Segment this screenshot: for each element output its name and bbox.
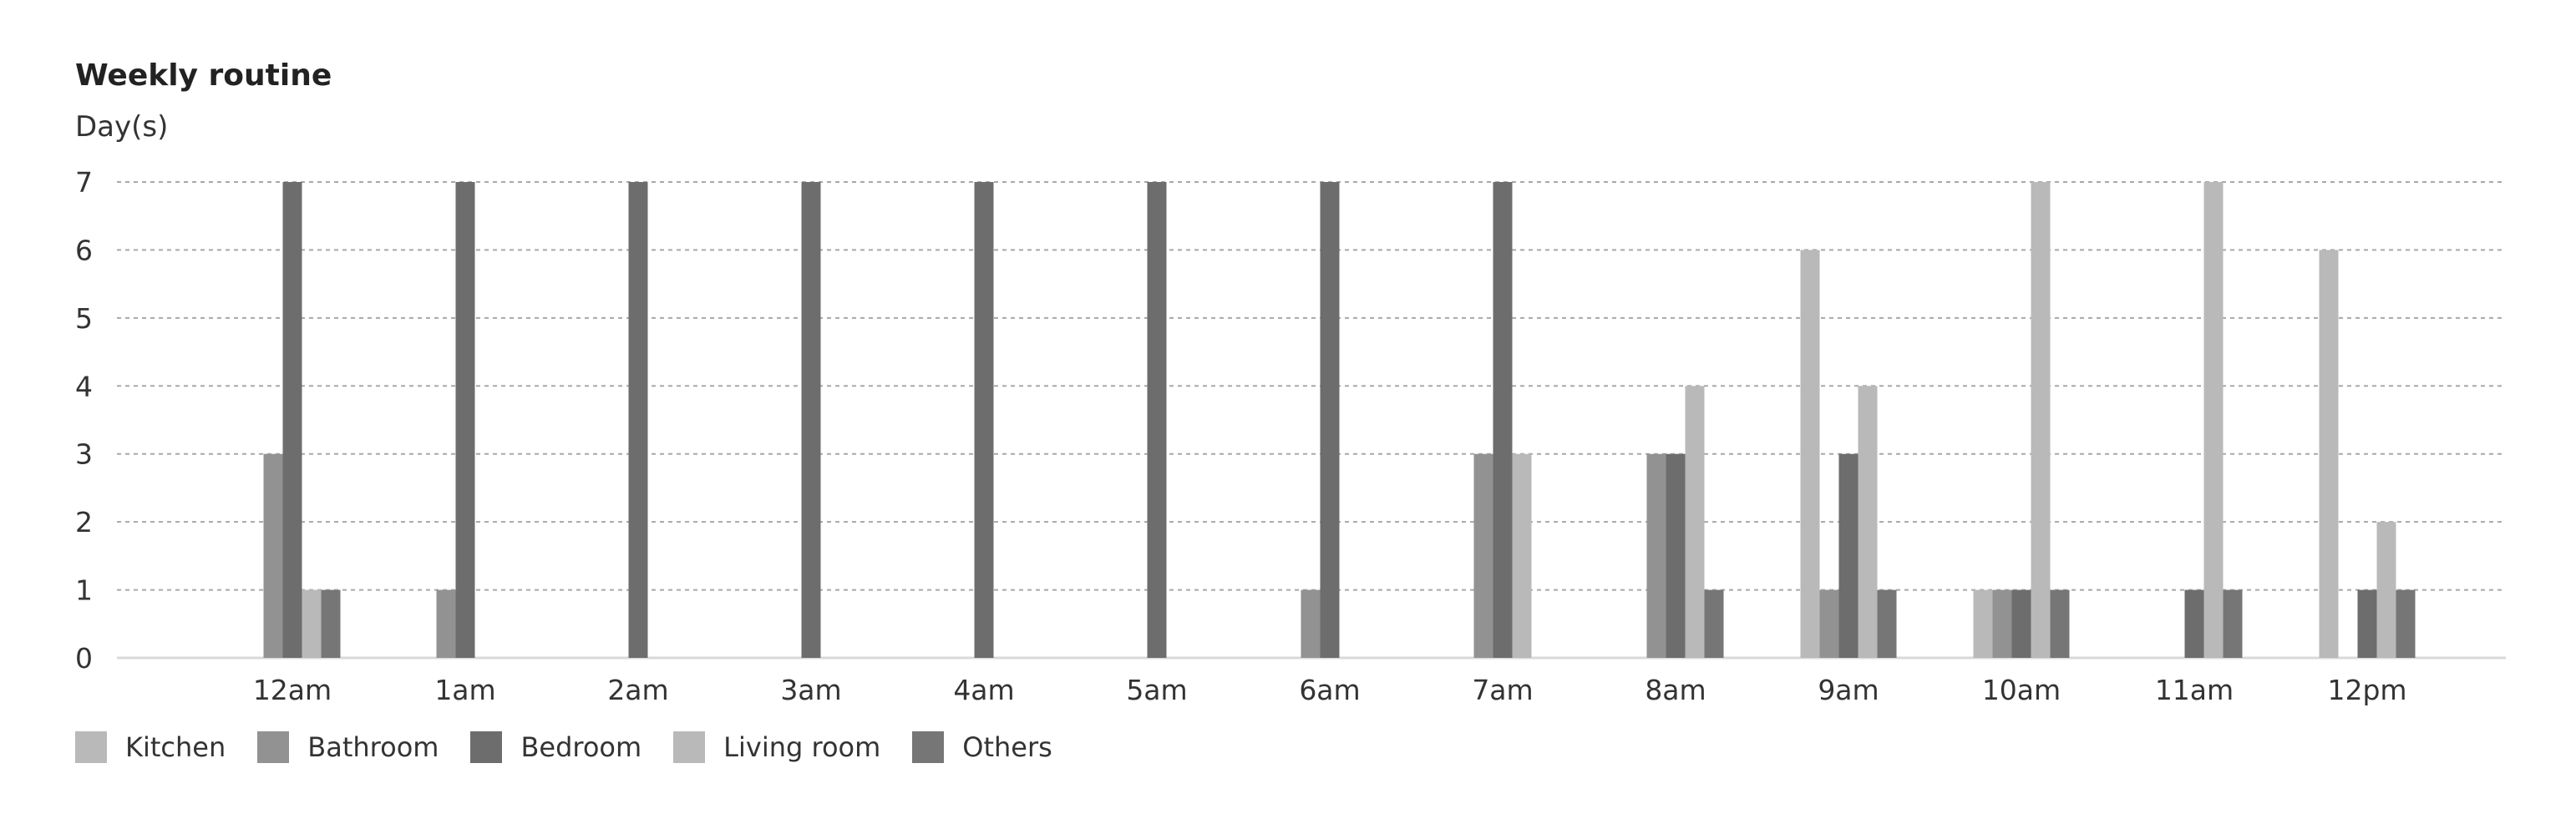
y-tick-label: 7 [75,166,93,199]
x-tick-label: 7am [1472,674,1533,706]
bar-bedroom-6am [1320,182,1340,658]
bar-living-room-10am [2031,182,2051,658]
legend-label: Kitchen [125,731,226,763]
bar-bedroom-12pm [2357,589,2377,658]
legend-label: Others [962,731,1052,763]
x-tick-label: 10am [1982,674,2061,706]
y-tick-label: 3 [75,438,93,471]
x-tick-label: 9am [1818,674,1879,706]
bar-kitchen-10am [1973,589,1993,658]
bar-bathroom-9am [1819,589,1839,658]
bar-others-8am [1704,589,1724,658]
legend-swatch [470,731,503,763]
bar-living-room-11am [2203,182,2224,658]
y-tick-label: 1 [75,574,93,607]
bar-bathroom-1am [436,589,456,658]
legend: Kitchen Bathroom Bedroom Living room Others [75,731,1084,763]
chart-title: Weekly routine [75,58,332,93]
bar-kitchen-9am [1800,250,1820,658]
legend-swatch [673,731,706,763]
bar-others-12pm [2396,589,2416,658]
bar-bedroom-9am [1838,453,1858,658]
bar-living-room-7am [1512,453,1532,658]
x-tick-label: 8am [1645,674,1706,706]
legend-label: Bathroom [307,731,439,763]
bar-bathroom-7am [1473,453,1493,658]
y-tick-label: 4 [75,370,93,402]
bar-bathroom-10am [1992,589,2012,658]
y-tick-label: 2 [75,506,93,538]
bar-bedroom-2am [628,182,648,658]
legend-item-bedroom: Bedroom [470,731,641,763]
legend-swatch [75,731,107,763]
x-tick-label: 6am [1299,674,1360,706]
x-tick-label: 2am [607,674,668,706]
x-tick-label: 4am [953,674,1014,706]
x-tick-label: 5am [1126,674,1187,706]
bar-bedroom-5am [1147,182,1167,658]
bar-bathroom-8am [1646,453,1666,658]
bar-others-9am [1877,589,1897,658]
bar-bathroom-6am [1301,589,1321,658]
bar-others-10am [2050,589,2070,658]
y-tick-label: 6 [75,234,93,266]
bar-bedroom-12am [282,182,302,658]
x-tick-label: 12am [253,674,332,706]
legend-swatch [257,731,290,763]
bars [263,182,2416,658]
bar-kitchen-12pm [2319,250,2339,658]
y-axis-label: Day(s) [75,110,169,144]
x-tick-label: 12pm [2327,674,2406,706]
legend-label: Living room [723,731,881,763]
bar-others-11am [2223,589,2243,658]
bar-bedroom-7am [1493,182,1513,658]
bar-bedroom-3am [801,182,821,658]
bar-bedroom-4am [974,182,994,658]
bar-bedroom-8am [1666,453,1686,658]
legend-item-kitchen: Kitchen [75,731,226,763]
bar-bedroom-10am [2011,589,2031,658]
x-tick-label: 11am [2155,674,2234,706]
legend-swatch [912,731,945,763]
legend-label: Bedroom [520,731,642,763]
grid-lines [117,181,2506,660]
bar-bedroom-11am [2184,589,2204,658]
bar-others-12am [321,589,341,658]
x-tick-label: 3am [780,674,841,706]
x-axis-ticks: 12am 1am 2am 3am 4am 5am 6am 7am 8am 9am 10am 11am 1… [253,674,2407,706]
bar-living-room-12pm [2376,522,2396,658]
x-tick-label: 1am [434,674,495,706]
legend-item-living-room: Living room [673,731,880,763]
y-tick-label: 5 [75,302,93,335]
legend-item-others: Others [912,731,1052,763]
bar-living-room-9am [1858,386,1878,658]
y-axis-ticks: 0 1 2 3 4 5 6 7 [75,166,93,675]
legend-item-bathroom: Bathroom [257,731,439,763]
bar-bathroom-12am [263,453,283,658]
bar-living-room-12am [302,589,322,658]
y-tick-label: 0 [75,642,93,675]
bar-living-room-8am [1685,386,1705,658]
bar-bedroom-1am [455,182,475,658]
